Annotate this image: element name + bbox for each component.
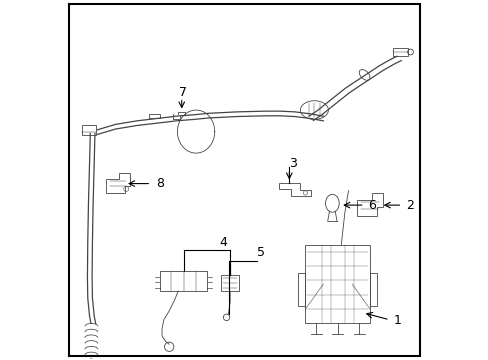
Bar (82, 125, 96, 135)
Bar (369, 273, 376, 306)
Text: 6: 6 (367, 199, 375, 212)
Text: 2: 2 (405, 199, 413, 212)
Text: 8: 8 (156, 177, 163, 190)
Text: 3: 3 (288, 157, 296, 170)
Bar (149, 114, 160, 118)
Bar (221, 275, 239, 291)
Text: 1: 1 (392, 314, 400, 327)
Text: 4: 4 (219, 235, 226, 248)
Text: 7: 7 (179, 86, 186, 99)
Bar (160, 271, 206, 291)
Bar (392, 48, 407, 56)
Text: 5: 5 (256, 246, 264, 259)
Bar (305, 244, 369, 323)
Bar (298, 273, 305, 306)
